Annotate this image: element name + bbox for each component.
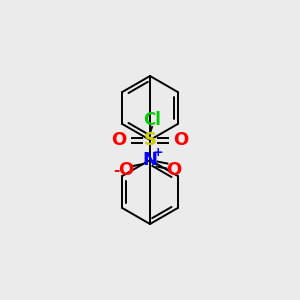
Text: -: -: [113, 163, 119, 178]
Text: O: O: [167, 161, 182, 179]
Text: S: S: [143, 131, 157, 149]
Text: O: O: [173, 131, 189, 149]
Text: O: O: [118, 161, 134, 179]
Text: O: O: [111, 131, 127, 149]
Text: +: +: [153, 146, 163, 160]
Text: Cl: Cl: [143, 111, 161, 129]
Text: N: N: [142, 151, 158, 169]
